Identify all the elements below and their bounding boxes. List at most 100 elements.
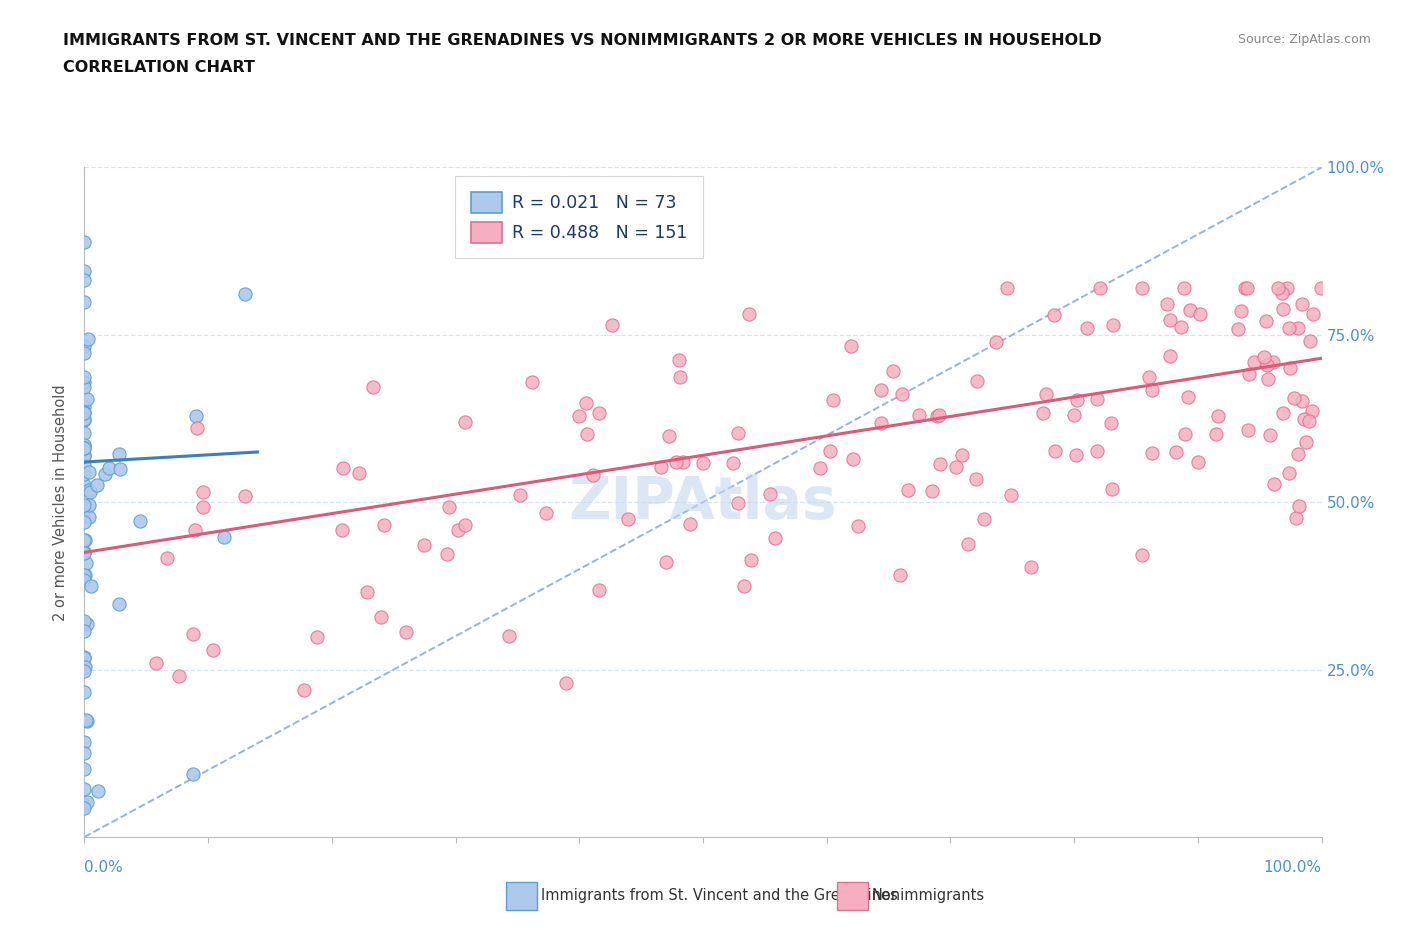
Text: 100.0%: 100.0%	[1264, 860, 1322, 875]
Point	[73, 272, 96, 287]
Point	[356, 585, 378, 600]
Y-axis label: 2 or more Vehicles in Household: 2 or more Vehicles in Household	[53, 384, 69, 620]
Point	[1164, 445, 1187, 459]
Point	[233, 287, 256, 302]
Point	[73, 477, 96, 492]
Legend: R = 0.021   N = 73, R = 0.488   N = 151: R = 0.021 N = 73, R = 0.488 N = 151	[456, 176, 703, 259]
Point	[1310, 281, 1333, 296]
Point	[727, 425, 749, 440]
Point	[1063, 407, 1085, 422]
Text: ZIPAtlas: ZIPAtlas	[568, 473, 838, 531]
Point	[1142, 382, 1164, 397]
Point	[921, 484, 943, 498]
Point	[73, 762, 96, 777]
Point	[292, 683, 315, 698]
Point	[447, 523, 470, 538]
Point	[520, 375, 543, 390]
Point	[1130, 281, 1153, 296]
Point	[956, 537, 979, 551]
Point	[890, 387, 912, 402]
Point	[810, 460, 832, 475]
Point	[727, 496, 749, 511]
Point	[1156, 296, 1178, 311]
Point	[723, 456, 745, 471]
Point	[370, 610, 392, 625]
Point	[76, 617, 98, 631]
Point	[77, 498, 100, 512]
Point	[73, 651, 96, 666]
Point	[86, 478, 108, 493]
Point	[330, 523, 353, 538]
Point	[76, 795, 98, 810]
Point	[929, 457, 952, 472]
Point	[186, 420, 208, 435]
Text: IMMIGRANTS FROM ST. VINCENT AND THE GRENADINES VS NONIMMIGRANTS 2 OR MORE VEHICL: IMMIGRANTS FROM ST. VINCENT AND THE GREN…	[63, 33, 1102, 47]
Point	[413, 538, 436, 552]
Point	[79, 483, 101, 498]
Point	[740, 553, 762, 568]
Point	[668, 352, 690, 367]
Point	[616, 512, 638, 526]
Point	[1099, 415, 1122, 430]
Point	[1178, 302, 1201, 317]
Point	[763, 530, 786, 545]
Point	[1102, 318, 1125, 333]
Point	[1279, 361, 1302, 376]
Point	[1282, 391, 1305, 405]
Point	[73, 514, 96, 529]
Point	[575, 427, 598, 442]
Point	[928, 408, 950, 423]
Point	[1299, 334, 1322, 349]
Point	[1233, 281, 1256, 296]
Point	[818, 444, 841, 458]
Point	[73, 546, 96, 561]
Point	[821, 392, 844, 407]
Point	[361, 379, 384, 394]
Point	[692, 456, 714, 471]
Point	[454, 517, 477, 532]
Point	[73, 405, 96, 420]
Point	[73, 498, 96, 512]
Point	[233, 488, 256, 503]
Point	[1043, 444, 1066, 458]
Point	[554, 676, 576, 691]
Point	[1301, 404, 1323, 418]
Point	[437, 500, 460, 515]
Point	[1066, 392, 1088, 407]
Point	[1000, 487, 1022, 502]
Point	[1288, 498, 1310, 513]
Point	[588, 582, 610, 597]
Point	[1253, 350, 1275, 365]
Point	[73, 413, 96, 428]
Point	[984, 335, 1007, 350]
Point	[347, 466, 370, 481]
Point	[73, 449, 96, 464]
Point	[1088, 281, 1111, 296]
Point	[889, 567, 911, 582]
Point	[600, 318, 623, 333]
Point	[759, 487, 782, 502]
Point	[73, 412, 96, 427]
Point	[1064, 447, 1087, 462]
Point	[1237, 422, 1260, 437]
Point	[73, 426, 96, 441]
Point	[1285, 511, 1308, 525]
Point	[1159, 312, 1181, 327]
Point	[1174, 427, 1197, 442]
Point	[965, 472, 987, 486]
Point	[73, 234, 96, 249]
Point	[181, 766, 204, 781]
Point	[73, 573, 96, 588]
Point	[169, 669, 191, 684]
Point	[1272, 301, 1295, 316]
Point	[191, 499, 214, 514]
Point	[1258, 427, 1281, 442]
Point	[184, 522, 207, 537]
Point	[73, 745, 96, 760]
Point	[184, 408, 207, 423]
Point	[1267, 281, 1289, 296]
Point	[1263, 476, 1285, 491]
Point	[73, 504, 96, 519]
Point	[75, 556, 97, 571]
Point	[73, 339, 96, 353]
